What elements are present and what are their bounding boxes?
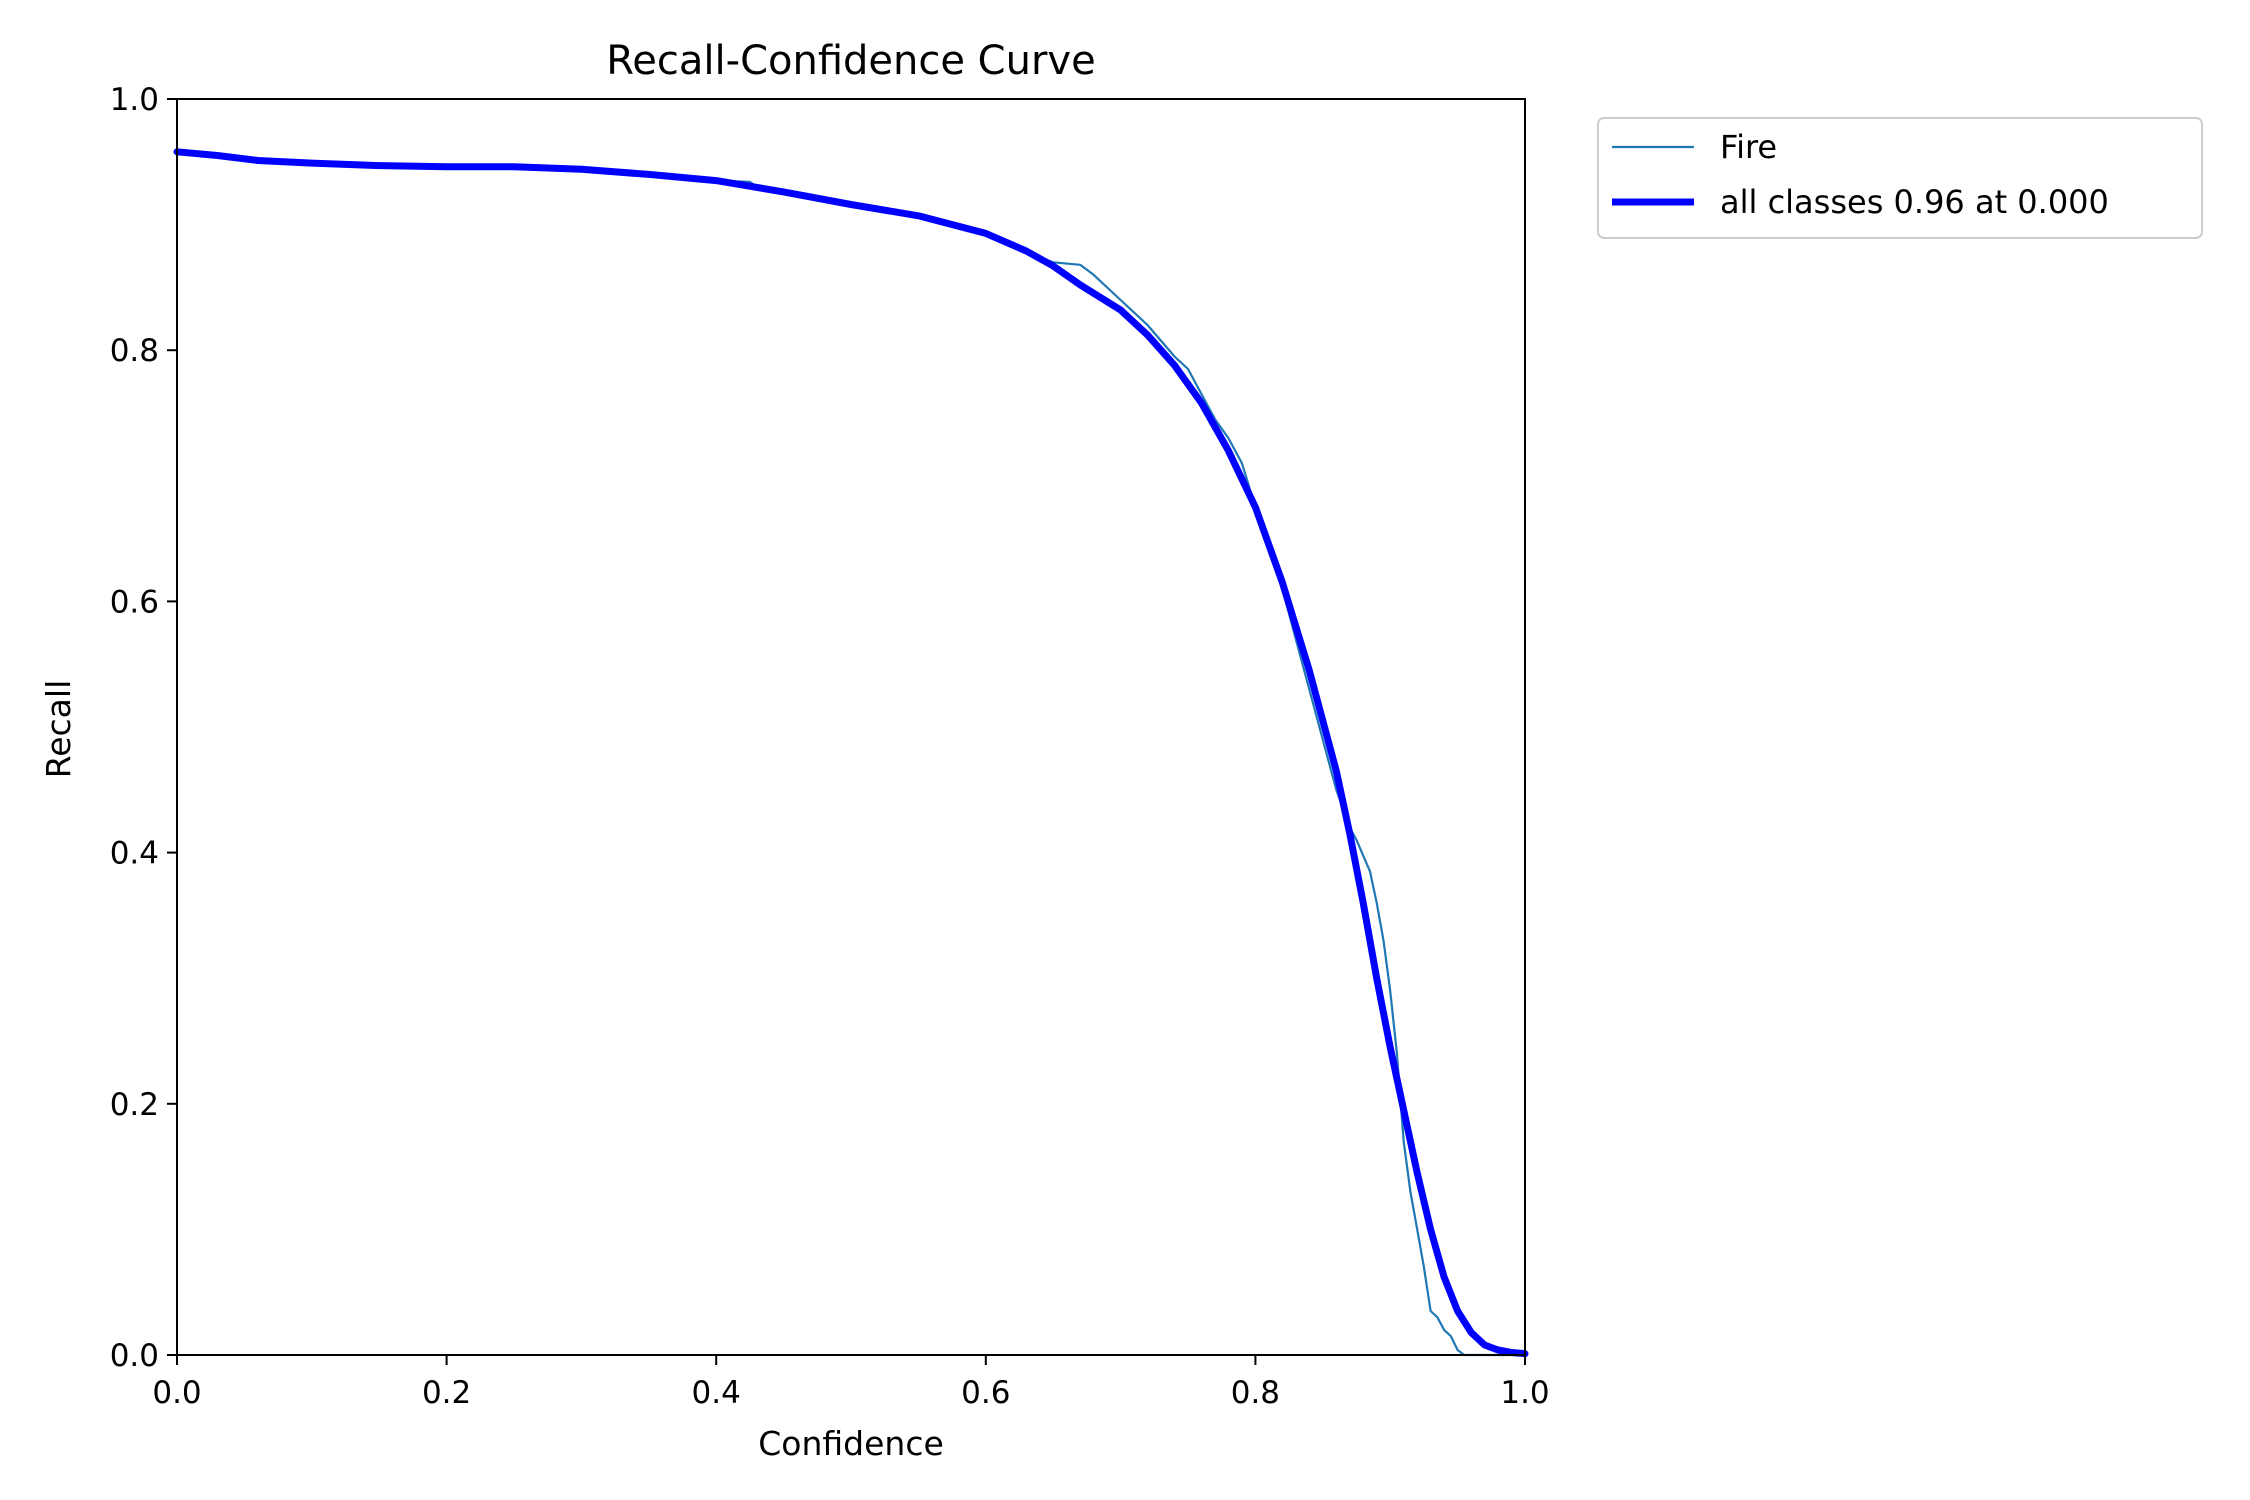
series-layer: [173, 148, 1529, 1358]
x-tick-label: 1.0: [1500, 1375, 1549, 1411]
legend-box: [1597, 117, 2203, 239]
chart-title: Recall-Confidence Curve: [606, 38, 1095, 84]
legend: Fire all classes 0.96 at 0.000: [1597, 117, 2203, 239]
x-tick-label: 0.6: [961, 1375, 1010, 1411]
x-axis-title: Confidence: [758, 1424, 944, 1463]
y-tick-label: 0.0: [110, 1338, 159, 1374]
y-tick-label: 1.0: [110, 82, 159, 118]
y-axis-title: Recall: [39, 680, 78, 778]
y-tick-label: 0.2: [110, 1087, 159, 1123]
y-tick-label: 0.6: [110, 584, 159, 620]
legend-label-all-classes: all classes 0.96 at 0.000: [1720, 183, 2109, 221]
x-tick-label: 0.8: [1231, 1375, 1280, 1411]
series-line-all-classes: [173, 148, 1529, 1358]
y-tick-label: 0.8: [110, 333, 159, 369]
x-tick-label: 0.2: [422, 1375, 471, 1411]
series-line-fire: [175, 150, 1527, 1357]
ticks-layer: 0.0 0.2 0.4 0.6 0.8 1.0 0.0 0.2 0.4 0.6 0.8 1.0: [110, 82, 1550, 1411]
legend-label-fire: Fire: [1720, 128, 1777, 166]
y-tick-label: 0.4: [110, 836, 159, 872]
plot-frame: [176, 98, 1526, 1356]
x-tick-label: 0.4: [692, 1375, 741, 1411]
x-tick-label: 0.0: [152, 1375, 201, 1411]
